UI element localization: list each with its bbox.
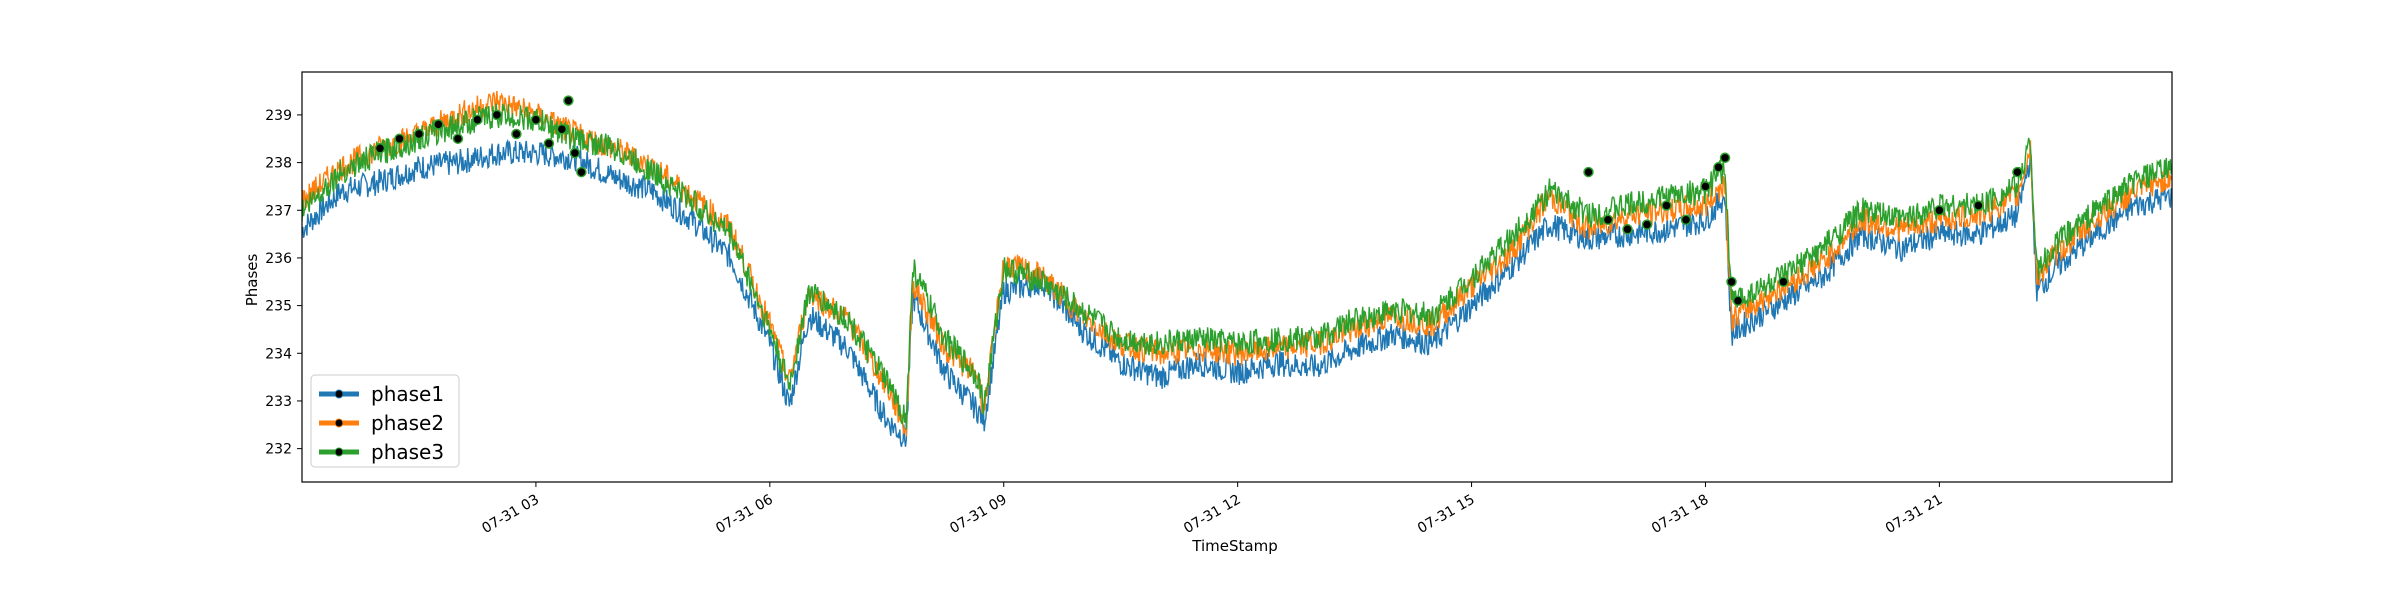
anomaly-marker (472, 114, 483, 125)
x-tick-label: 07-31 06 (713, 492, 776, 537)
x-axis-label: TimeStamp (1191, 537, 1277, 555)
anomaly-marker (530, 114, 542, 125)
legend-label-phase1: phase1 (371, 382, 444, 406)
x-tick-label: 07-31 03 (479, 492, 542, 537)
x-tick-label: 07-31 12 (1181, 492, 1244, 537)
legend-box (310, 374, 460, 468)
legend-marker-phase2 (334, 418, 344, 428)
legend-marker-phase3 (334, 447, 344, 457)
x-tick-label: 07-31 09 (947, 492, 1010, 537)
legend-marker-phase1 (334, 389, 344, 399)
anomaly-marker (1719, 152, 1731, 164)
legend-label-phase2: phase2 (371, 411, 444, 435)
x-tick-label: 07-31 15 (1415, 492, 1478, 537)
anomaly-marker (413, 128, 425, 140)
y-tick-label: 234 (265, 346, 292, 362)
anomaly-marker (1778, 276, 1789, 288)
y-tick-label: 237 (265, 203, 292, 219)
series-line-phase3 (302, 103, 2172, 430)
anomaly-marker (1680, 214, 1692, 226)
anomaly-marker (433, 119, 444, 130)
anomaly-marker (569, 147, 581, 159)
anomaly-marker (511, 128, 522, 140)
anomaly-marker (1661, 200, 1672, 211)
anomaly-marker (1602, 214, 1614, 226)
y-tick-label: 235 (265, 299, 292, 315)
y-tick-label: 236 (265, 251, 292, 267)
anomaly-marker (563, 95, 574, 106)
anomaly-marker (1713, 162, 1724, 173)
anomaly-marker (1934, 205, 1945, 216)
series-line-phase1 (302, 138, 2172, 447)
plot-frame (301, 71, 2173, 483)
y-tick-label: 239 (265, 108, 292, 124)
x-tick-label: 07-31 18 (1649, 492, 1712, 537)
anomaly-marker (452, 133, 464, 144)
anomaly-marker (2012, 166, 2023, 178)
plot-area (302, 90, 2172, 447)
anomaly-marker (1622, 224, 1633, 235)
anomaly-marker (394, 133, 405, 144)
anomaly-marker (374, 143, 386, 154)
anomaly-marker (1583, 166, 1594, 178)
y-tick-label: 233 (265, 394, 292, 410)
anomaly-marker (1700, 181, 1711, 192)
anomaly-marker (1973, 200, 1984, 211)
y-axis-label: Phases (243, 254, 261, 307)
anomaly-marker (1732, 295, 1744, 307)
anomaly-marker (556, 123, 568, 135)
anomaly-marker (491, 109, 503, 121)
anomaly-marker (1641, 219, 1653, 230)
legend: phase1 phase2 phase3 (310, 374, 460, 468)
x-tick-label: 07-31 21 (1883, 492, 1946, 537)
y-tick-label: 238 (265, 156, 292, 172)
anomaly-marker (543, 138, 555, 149)
anomaly-marker (576, 166, 587, 178)
legend-label-phase3: phase3 (371, 440, 444, 464)
y-tick-label: 232 (265, 442, 292, 458)
anomaly-marker (1726, 276, 1737, 288)
